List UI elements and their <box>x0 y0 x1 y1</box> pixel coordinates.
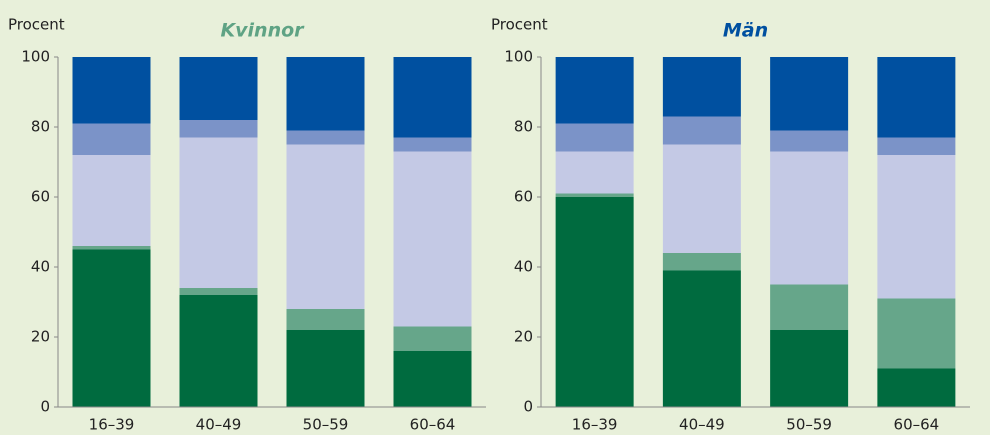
x-tick-label: 16–39 <box>572 416 618 434</box>
bar-segment <box>179 288 258 295</box>
bar-segment <box>179 295 258 407</box>
bar-segment <box>877 155 956 299</box>
bar-segment <box>393 137 472 152</box>
bar-segment <box>555 57 634 124</box>
bar-segment <box>179 137 258 288</box>
bar-segment <box>662 270 741 407</box>
y-axis-label: Procent <box>8 16 65 34</box>
bar-segment <box>877 137 956 155</box>
y-tick-label: 80 <box>31 118 50 136</box>
y-tick-label: 100 <box>504 48 533 66</box>
bar-segment <box>770 130 849 152</box>
bar-segment <box>555 123 634 152</box>
bar-segment <box>877 298 956 369</box>
bar-segment <box>770 57 849 131</box>
bar-segment <box>555 193 634 197</box>
x-tick-label: 50–59 <box>786 416 832 434</box>
bar-segment <box>179 57 258 120</box>
y-tick-label: 40 <box>514 258 533 276</box>
bar-segment <box>179 120 258 138</box>
chart-title: Män <box>723 20 768 42</box>
bar-segment <box>72 123 151 155</box>
x-tick-label: 40–49 <box>196 416 242 434</box>
bar-segment <box>286 144 365 309</box>
x-tick-label: 16–39 <box>89 416 135 434</box>
bar-segment <box>72 249 151 407</box>
bar-segment <box>662 57 741 117</box>
x-tick-label: 50–59 <box>303 416 349 434</box>
bar-segment <box>770 284 849 330</box>
bar-segment <box>393 57 472 138</box>
y-tick-label: 0 <box>40 398 50 416</box>
bar-segment <box>72 57 151 124</box>
y-tick-label: 60 <box>514 188 533 206</box>
bar-segment <box>286 57 365 131</box>
y-tick-label: 20 <box>514 328 533 346</box>
bar-segment <box>286 330 365 407</box>
bar-segment <box>662 144 741 253</box>
y-tick-label: 100 <box>21 48 50 66</box>
bar-segment <box>662 253 741 271</box>
bar-segment <box>770 330 849 407</box>
x-tick-label: 60–64 <box>410 416 456 434</box>
bar-segment <box>393 351 472 407</box>
bar-segment <box>770 151 849 285</box>
bar-segment <box>555 197 634 407</box>
y-tick-label: 40 <box>31 258 50 276</box>
bar-segment <box>393 326 472 351</box>
bar-segment <box>662 116 741 145</box>
chart-title: Kvinnor <box>220 20 305 42</box>
bar-segment <box>286 309 365 330</box>
bar-segment <box>393 151 472 327</box>
bar-segment <box>877 368 956 407</box>
x-tick-label: 60–64 <box>894 416 940 434</box>
y-tick-label: 20 <box>31 328 50 346</box>
y-tick-label: 60 <box>31 188 50 206</box>
bar-segment <box>555 151 634 194</box>
bar-segment <box>877 57 956 138</box>
y-axis-label: Procent <box>491 16 548 34</box>
bar-segment <box>72 246 151 250</box>
bar-segment <box>286 130 365 145</box>
y-tick-label: 80 <box>514 118 533 136</box>
x-tick-label: 40–49 <box>679 416 725 434</box>
y-tick-label: 0 <box>523 398 533 416</box>
bar-segment <box>72 155 151 246</box>
